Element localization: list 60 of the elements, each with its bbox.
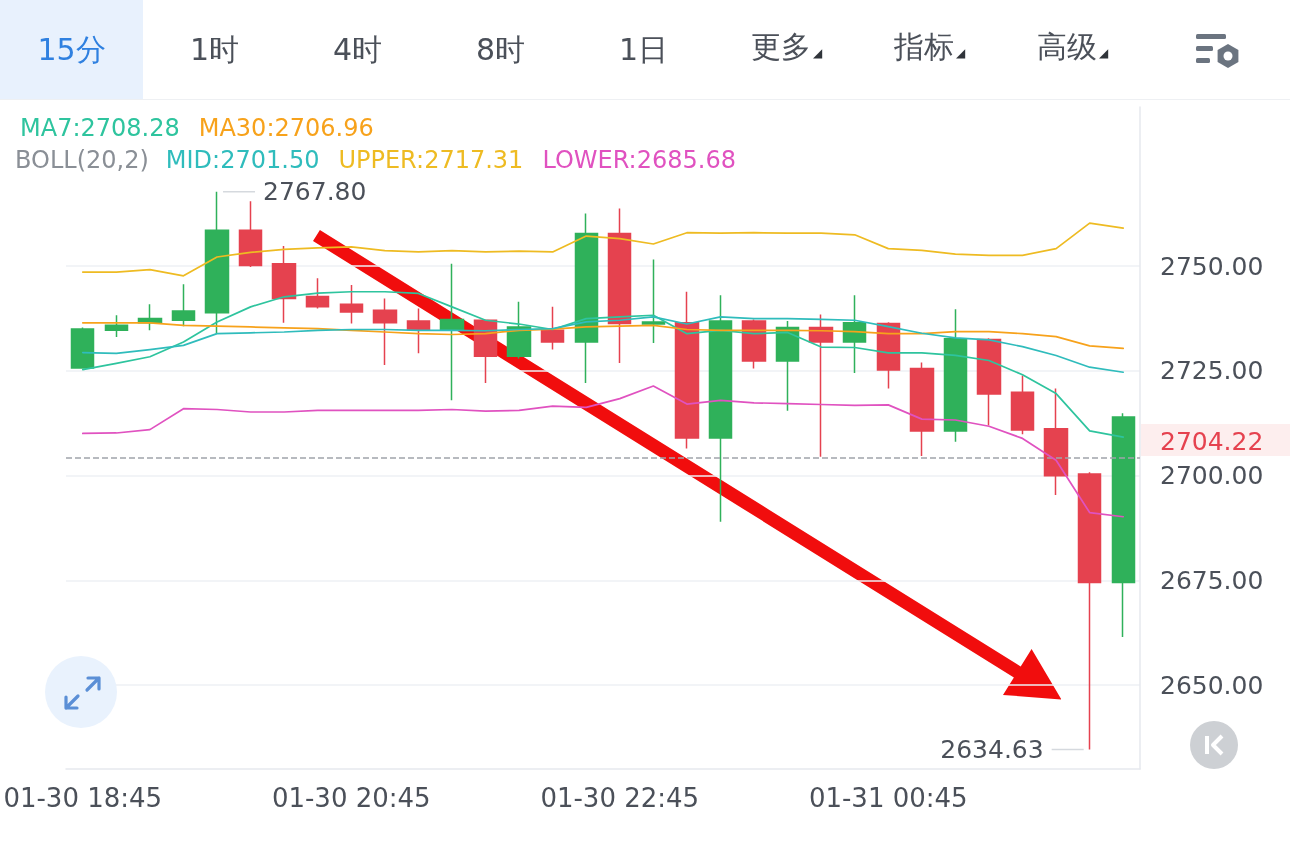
line-series [81, 290, 1125, 439]
candlestick [305, 277, 330, 310]
text: MID:2701.50 [165, 146, 320, 174]
text: 1日 [618, 31, 669, 68]
candlestick [909, 361, 935, 457]
line-series [81, 222, 1125, 277]
text: 高级◢ [1036, 28, 1109, 66]
candlestick [171, 283, 196, 327]
candlestick [1077, 471, 1102, 751]
candlestick [574, 212, 599, 384]
ref-line-label: 2704.22 [1160, 427, 1264, 457]
text: 15分 [37, 31, 106, 68]
line-series [81, 385, 1125, 518]
y-tick-label: 2650.00 [1160, 670, 1264, 700]
x-tick-label: 01-30 20:45 [271, 783, 431, 813]
candlestick [70, 326, 95, 369]
text: MA7:2708.28 [20, 114, 180, 142]
candlestick [372, 297, 398, 366]
text: 2767.80 [263, 177, 367, 207]
candlestick [708, 294, 733, 523]
candlestick [842, 294, 867, 374]
candlestick [1010, 374, 1035, 435]
text: 2634.63 [940, 735, 1044, 765]
y-tick-label: 2750.00 [1160, 251, 1264, 281]
text: MA30:2706.96 [198, 114, 374, 142]
candlestick [104, 314, 129, 338]
text: LOWER:2685.68 [542, 146, 736, 174]
candlestick [540, 306, 565, 351]
candlestick [271, 245, 297, 324]
legend-title: BOLL(20,2) [15, 146, 149, 174]
candlestick [943, 308, 968, 443]
x-tick-label: 01-30 22:45 [540, 783, 700, 813]
text: 1时 [189, 31, 240, 68]
candlestick [976, 337, 1002, 427]
candlestick [641, 258, 666, 344]
candlestick [339, 284, 364, 325]
text: 更多◢ [750, 28, 823, 66]
y-tick-label: 2675.00 [1160, 565, 1264, 595]
candlestick [741, 318, 767, 370]
candlestick [607, 207, 632, 364]
candlestick [674, 291, 700, 450]
candlestick [506, 301, 532, 360]
candlestick [1043, 387, 1069, 496]
candlestick [439, 262, 465, 402]
x-tick-label: 01-31 00:45 [808, 783, 968, 813]
text: UPPER:2717.31 [338, 146, 524, 174]
y-tick-label: 2725.00 [1160, 356, 1264, 386]
y-tick-label: 2700.00 [1160, 461, 1264, 491]
candlestick [808, 313, 834, 458]
text: 指标◢ [893, 28, 966, 66]
x-tick-label: 01-30 18:45 [3, 783, 163, 813]
text: 8时 [475, 31, 526, 68]
candlestick [775, 320, 800, 412]
candlestick [1111, 412, 1136, 638]
line-series [81, 321, 1125, 350]
text: 4时 [332, 31, 383, 68]
line-series [81, 316, 1125, 374]
candlestick [204, 190, 230, 335]
candlestick [238, 200, 263, 268]
candlestick [406, 307, 431, 355]
